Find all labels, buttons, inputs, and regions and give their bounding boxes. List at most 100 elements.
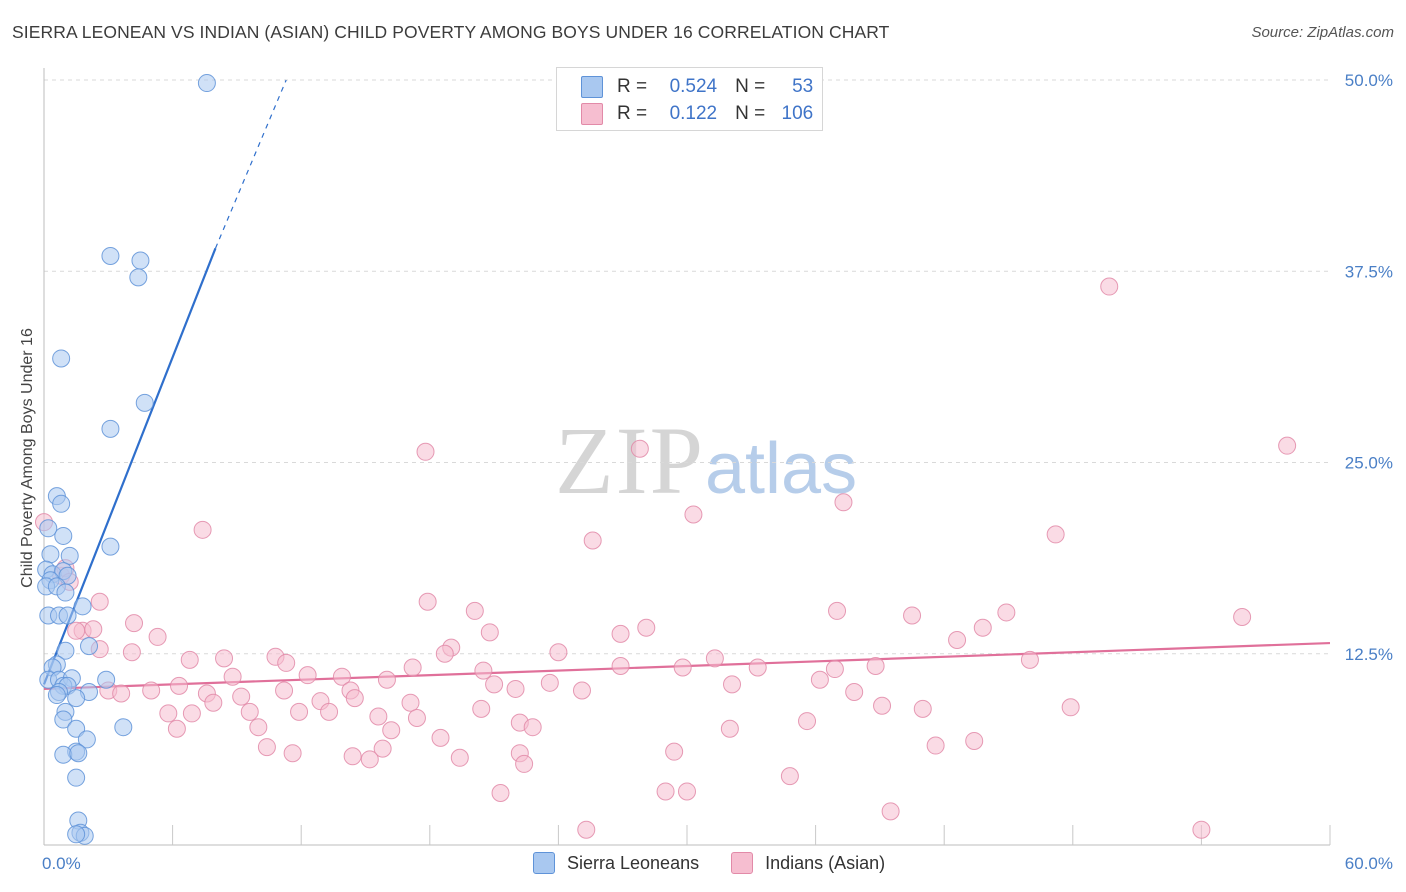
- data-points: [35, 74, 1297, 845]
- point-sierra-leonean: [52, 494, 71, 513]
- y-tick-label: 25.0%: [1345, 454, 1393, 473]
- trend-lines: [42, 79, 1331, 691]
- point-indian-asian: [416, 442, 435, 461]
- point-sierra-leonean: [56, 641, 75, 660]
- point-sierra-leonean: [101, 419, 120, 438]
- point-indian-asian: [90, 592, 109, 611]
- tick-labels: 12.5% 25.0% 37.5% 50.0% 0.0% 60.0%: [42, 71, 1393, 873]
- point-indian-asian: [948, 630, 967, 649]
- series-legend-sierra-leoneans[interactable]: Sierra Leoneans: [533, 852, 699, 874]
- axes: [43, 68, 1331, 846]
- point-indian-asian: [881, 802, 900, 821]
- point-sierra-leonean: [39, 519, 58, 538]
- y-tick-label: 37.5%: [1345, 262, 1393, 281]
- point-indian-asian: [720, 719, 739, 738]
- point-indian-asian: [780, 767, 799, 786]
- point-indian-asian: [630, 439, 649, 458]
- point-indian-asian: [277, 653, 296, 672]
- x-tick-label: 60.0%: [1345, 854, 1393, 873]
- point-indian-asian: [474, 661, 493, 680]
- point-sierra-leonean: [80, 637, 99, 656]
- point-indian-asian: [834, 493, 853, 512]
- watermark-zip: ZIP: [555, 407, 705, 514]
- point-indian-asian: [298, 666, 317, 685]
- point-sierra-leonean: [131, 251, 150, 270]
- point-sierra-leonean: [56, 583, 75, 602]
- point-indian-asian: [223, 667, 242, 686]
- series-label: Indians (Asian): [765, 852, 886, 873]
- point-sierra-leonean: [101, 246, 120, 265]
- point-sierra-leonean: [67, 719, 86, 738]
- point-indian-asian: [577, 820, 596, 839]
- y-tick-label: 50.0%: [1345, 71, 1393, 90]
- point-indian-asian: [997, 603, 1016, 622]
- point-indian-asian: [382, 721, 401, 740]
- legend-r-value: 0.122: [669, 103, 718, 124]
- point-indian-asian: [611, 624, 630, 643]
- point-indian-asian: [673, 658, 692, 677]
- point-indian-asian: [866, 656, 885, 675]
- legend-n-label: N =: [735, 76, 766, 97]
- point-indian-asian: [973, 618, 992, 637]
- point-indian-asian: [913, 699, 932, 718]
- point-indian-asian: [257, 738, 276, 757]
- point-indian-asian: [167, 719, 186, 738]
- point-indian-asian: [122, 643, 141, 662]
- point-indian-asian: [369, 707, 388, 726]
- point-sierra-leonean: [47, 686, 66, 705]
- point-indian-asian: [332, 667, 351, 686]
- point-indian-asian: [67, 621, 86, 640]
- point-sierra-leonean: [77, 730, 96, 749]
- point-indian-asian: [523, 718, 542, 737]
- point-indian-asian: [320, 702, 339, 721]
- point-indian-asian: [401, 693, 420, 712]
- point-indian-asian: [825, 660, 844, 679]
- point-sierra-leonean: [97, 670, 116, 689]
- point-indian-asian: [343, 747, 362, 766]
- point-indian-asian: [373, 739, 392, 758]
- point-sierra-leonean: [101, 537, 120, 556]
- point-indian-asian: [828, 601, 847, 620]
- correlation-legend: R = 0.524 N = 53 R = 0.122 N = 106: [556, 67, 823, 131]
- point-indian-asian: [572, 681, 591, 700]
- point-sierra-leonean: [67, 768, 86, 787]
- series-swatch-pink: [731, 852, 754, 874]
- point-indian-asian: [170, 676, 189, 695]
- point-indian-asian: [472, 699, 491, 718]
- point-indian-asian: [418, 592, 437, 611]
- point-indian-asian: [283, 744, 302, 763]
- point-indian-asian: [232, 687, 251, 706]
- point-indian-asian: [465, 601, 484, 620]
- point-indian-asian: [148, 627, 167, 646]
- point-sierra-leonean: [67, 689, 86, 708]
- legend-n-label: N =: [735, 103, 766, 124]
- point-sierra-leonean: [197, 74, 216, 93]
- point-sierra-leonean: [60, 546, 79, 565]
- watermark-atlas: atlas: [705, 429, 858, 509]
- point-indian-asian: [748, 658, 767, 677]
- point-indian-asian: [926, 736, 945, 755]
- source-credit: Source: ZipAtlas.com: [1251, 24, 1394, 41]
- point-sierra-leonean: [54, 745, 73, 764]
- point-sierra-leonean: [73, 597, 92, 616]
- point-indian-asian: [249, 718, 268, 737]
- point-indian-asian: [345, 689, 364, 708]
- point-indian-asian: [275, 681, 294, 700]
- legend-n-value: 53: [792, 76, 814, 97]
- point-sierra-leonean: [129, 268, 148, 287]
- point-sierra-leonean: [135, 393, 154, 412]
- legend-swatch-blue: [581, 76, 603, 98]
- point-indian-asian: [435, 644, 454, 663]
- point-indian-asian: [112, 684, 131, 703]
- point-indian-asian: [873, 696, 892, 715]
- series-legend-indians-asian[interactable]: Indians (Asian): [731, 852, 885, 874]
- point-indian-asian: [485, 675, 504, 694]
- point-indian-asian: [705, 649, 724, 668]
- point-indian-asian: [678, 782, 696, 801]
- point-indian-asian: [407, 709, 426, 728]
- point-sierra-leonean: [54, 710, 73, 729]
- point-indian-asian: [665, 742, 684, 761]
- point-indian-asian: [798, 712, 817, 731]
- point-sierra-leonean: [69, 744, 88, 763]
- point-indian-asian: [431, 728, 450, 747]
